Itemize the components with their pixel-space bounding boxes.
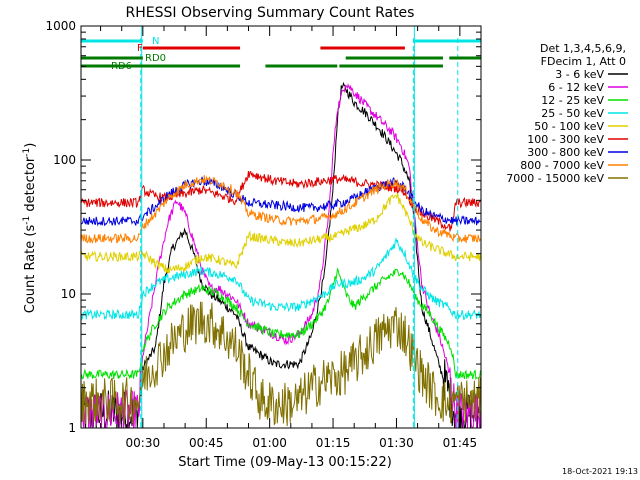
- x-tick-label-0115: 01:15: [316, 436, 351, 450]
- x-tick-label-0045: 00:45: [189, 436, 224, 450]
- legend: Det 1,3,4,5,6,9,FDecim 1, Att 03 - 6 keV…: [506, 42, 628, 185]
- y-label-end: ): [23, 143, 38, 148]
- flag-label-n: N: [152, 36, 159, 47]
- y-label-main: Count Rate (s: [23, 225, 38, 314]
- legend-label-2: 6 - 12 keV: [548, 81, 604, 94]
- legend-label-7: 300 - 800 keV: [527, 146, 604, 159]
- y-tick-label-1: 1: [68, 421, 76, 435]
- legend-header-1: Det 1,3,4,5,6,9,: [540, 42, 626, 55]
- legend-label-3: 12 - 25 keV: [541, 94, 604, 107]
- x-axis-label: Start Time (09-May-13 00:15:22): [178, 455, 392, 470]
- chart-title: RHESSI Observing Summary Count Rates: [126, 5, 415, 21]
- legend-label-8: 800 - 7000 keV: [520, 159, 604, 172]
- flag-label-rd6: RD6: [111, 61, 132, 72]
- marker-layer: [140, 26, 459, 428]
- x-tick-label-0100: 01:00: [252, 436, 287, 450]
- legend-label-4: 25 - 50 keV: [541, 107, 604, 120]
- y-label-sup-1: -1: [22, 216, 32, 225]
- y-label-mid: detector: [23, 156, 38, 216]
- y-tick-label-1000: 1000: [45, 19, 76, 33]
- legend-header-2: FDecim 1, Att 0: [541, 55, 626, 68]
- y-axis-label: Count Rate (s-1 detector-1): [22, 143, 38, 314]
- legend-label-6: 100 - 300 keV: [527, 133, 604, 146]
- y-label-sup-2: -1: [22, 148, 32, 157]
- flag-label-rd0: RD0: [145, 53, 166, 64]
- legend-label-5: 50 - 100 keV: [534, 120, 604, 133]
- timestamp-footer: 18-Oct-2021 19:13: [562, 467, 638, 476]
- x-tick-label-0030: 00:30: [126, 436, 161, 450]
- axis-layer: 1 10 100 1000 00:30 00:45 01:00 01:15 01:30 01:45: [45, 19, 482, 450]
- plot-frame: [80, 25, 482, 429]
- legend-label-9: 7000 - 15000 keV: [506, 172, 604, 185]
- legend-label-1: 3 - 6 keV: [555, 68, 604, 81]
- y-tick-label-100: 100: [53, 153, 76, 167]
- flag-label-f: F: [137, 43, 143, 54]
- y-tick-label-10: 10: [61, 287, 76, 301]
- x-tick-label-0145: 01:45: [443, 436, 478, 450]
- x-tick-label-0130: 01:30: [379, 436, 414, 450]
